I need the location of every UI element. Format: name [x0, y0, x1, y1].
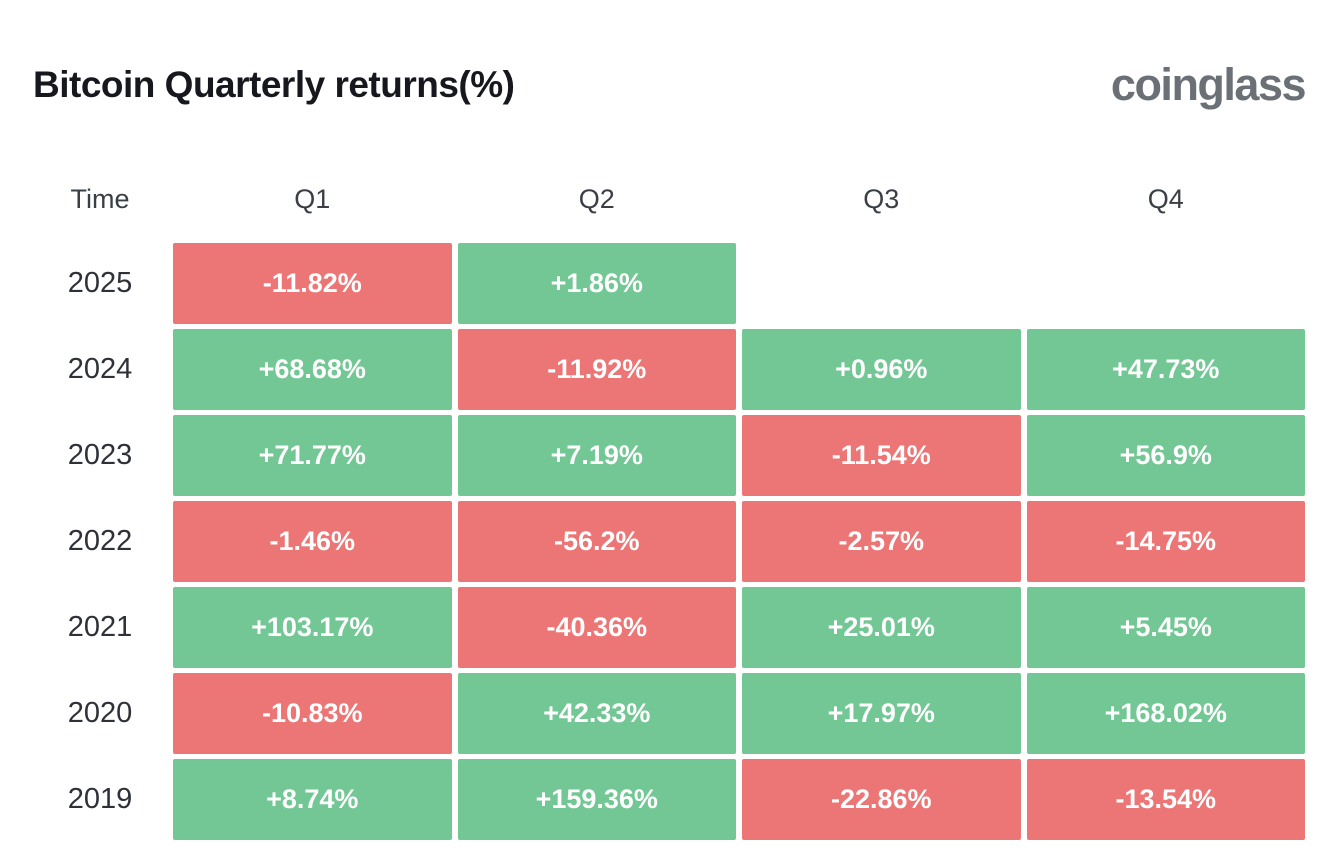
- column-header-q4: Q4: [1147, 184, 1184, 214]
- return-cell: +56.9%: [1026, 415, 1305, 496]
- year-label: 2020: [67, 697, 133, 729]
- return-cell: +1.86%: [457, 243, 736, 324]
- table-header-row: Time Q1 Q2 Q3 Q4: [33, 184, 1305, 215]
- return-cell: +71.77%: [173, 415, 452, 496]
- column-header-q1: Q1: [294, 184, 331, 214]
- return-cell: -2.57%: [742, 501, 1021, 582]
- return-cell: +159.36%: [457, 759, 736, 840]
- table-row: 2020 -10.83% +42.33% +17.97% +168.02%: [33, 673, 1305, 754]
- empty-cell: [1027, 243, 1306, 324]
- return-cell: +5.45%: [1026, 587, 1305, 668]
- return-cell: +42.33%: [457, 673, 736, 754]
- column-header-time: Time: [70, 184, 130, 214]
- return-cell: +25.01%: [742, 587, 1021, 668]
- return-cell: +103.17%: [173, 587, 452, 668]
- return-cell: -1.46%: [173, 501, 452, 582]
- table-row: 2025 -11.82% +1.86%: [33, 243, 1305, 324]
- coinglass-logo: coinglass: [1110, 59, 1307, 110]
- year-label: 2019: [67, 783, 133, 815]
- column-header-q2: Q2: [578, 184, 615, 214]
- return-cell: -11.54%: [742, 415, 1021, 496]
- table-row: 2024 +68.68% -11.92% +0.96% +47.73%: [33, 329, 1305, 410]
- return-cell: +17.97%: [742, 673, 1021, 754]
- return-cell: +168.02%: [1026, 673, 1305, 754]
- year-label: 2024: [67, 353, 133, 385]
- return-cell: +7.19%: [457, 415, 736, 496]
- return-cell: -11.92%: [457, 329, 736, 410]
- table-row: 2019 +8.74% +159.36% -22.86% -13.54%: [33, 759, 1305, 840]
- table-row: 2021 +103.17% -40.36% +25.01% +5.45%: [33, 587, 1305, 668]
- page-title: Bitcoin Quarterly returns(%): [33, 64, 515, 105]
- page-header: Bitcoin Quarterly returns(%) coinglass: [33, 0, 1307, 114]
- return-cell: -22.86%: [742, 759, 1021, 840]
- table-row: 2022 -1.46% -56.2% -2.57% -14.75%: [33, 501, 1305, 582]
- column-header-q3: Q3: [863, 184, 900, 214]
- return-cell: -14.75%: [1026, 501, 1305, 582]
- year-label: 2021: [67, 611, 133, 643]
- return-cell: +68.68%: [173, 329, 452, 410]
- return-cell: +8.74%: [173, 759, 452, 840]
- return-cell: -56.2%: [457, 501, 736, 582]
- year-label: 2025: [67, 267, 133, 299]
- return-cell: -11.82%: [173, 243, 452, 324]
- return-cell: -40.36%: [457, 587, 736, 668]
- table-row: 2023 +71.77% +7.19% -11.54% +56.9%: [33, 415, 1305, 496]
- return-cell: -10.83%: [173, 673, 452, 754]
- return-cell: -13.54%: [1026, 759, 1305, 840]
- empty-cell: [742, 243, 1021, 324]
- year-label: 2022: [67, 525, 133, 557]
- return-cell: +47.73%: [1026, 329, 1305, 410]
- year-label: 2023: [67, 439, 133, 471]
- returns-table: 2025 -11.82% +1.86% 2024 +68.68% -11.92% +0.96…: [33, 243, 1305, 840]
- return-cell: +0.96%: [742, 329, 1021, 410]
